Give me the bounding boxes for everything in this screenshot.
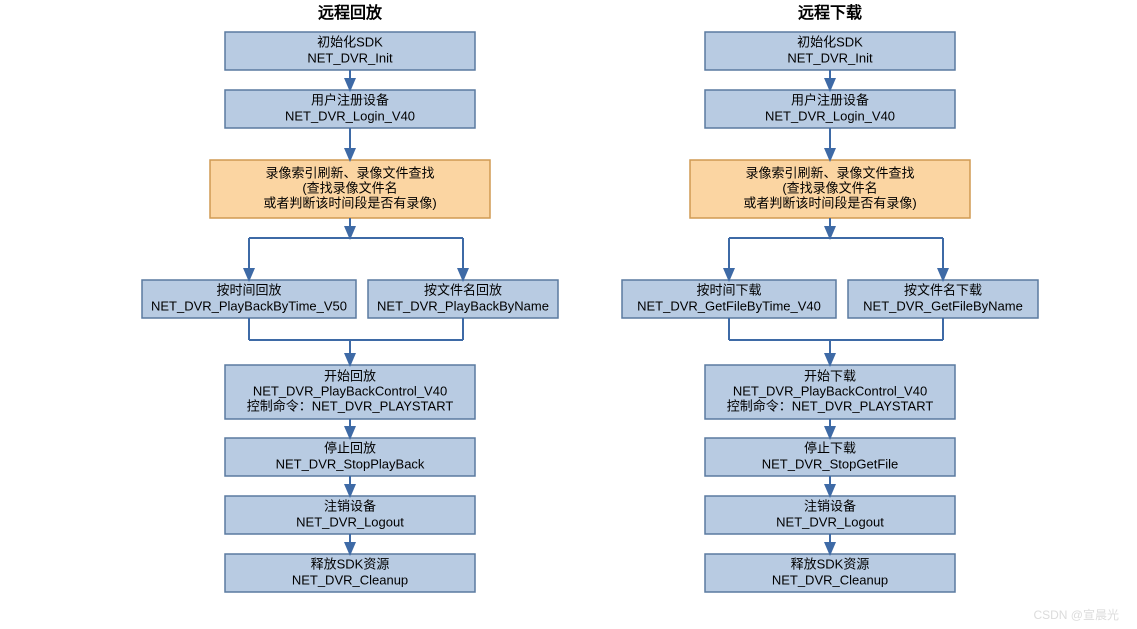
flow-box-text: NET_DVR_Cleanup bbox=[772, 572, 888, 587]
flow-box-text: 按时间下载 bbox=[696, 282, 761, 297]
watermark-text: CSDN @宣晨光 bbox=[1033, 606, 1119, 623]
flow-box-text: 按时间回放 bbox=[216, 282, 281, 297]
flow-box-text: 开始下载 bbox=[804, 368, 856, 383]
flow-box-text: 录像索引刷新、录像文件查找 bbox=[745, 165, 914, 180]
flow-box-text: 初始化SDK bbox=[797, 34, 863, 49]
flow-box-text: 停止下载 bbox=[804, 440, 856, 455]
diagram-container: 远程回放初始化SDKNET_DVR_Init用户注册设备NET_DVR_Logi… bbox=[0, 0, 1137, 629]
flow-box-text: NET_DVR_Logout bbox=[776, 514, 884, 529]
flow-box-text: 开始回放 bbox=[324, 368, 376, 383]
flow-box-text: NET_DVR_Login_V40 bbox=[765, 108, 895, 123]
flow-box-text: (查找录像文件名 bbox=[782, 180, 877, 195]
column-title: 远程回放 bbox=[318, 3, 383, 22]
flow-box-text: NET_DVR_StopPlayBack bbox=[276, 456, 425, 471]
flow-box-text: 注销设备 bbox=[324, 498, 376, 513]
flow-box-text: NET_DVR_Login_V40 bbox=[285, 108, 415, 123]
flow-box-text: 停止回放 bbox=[324, 440, 376, 455]
flow-box-text: NET_DVR_PlayBackControl_V40 bbox=[253, 383, 447, 398]
flow-box-text: 释放SDK资源 bbox=[311, 556, 390, 571]
flow-box-text: NET_DVR_Cleanup bbox=[292, 572, 408, 587]
flow-box-text: 释放SDK资源 bbox=[791, 556, 870, 571]
flow-box-text: 按文件名下载 bbox=[904, 282, 982, 297]
column-title: 远程下载 bbox=[798, 4, 862, 22]
flow-box-text: NET_DVR_GetFileByTime_V40 bbox=[637, 298, 821, 313]
flow-box-text: 用户注册设备 bbox=[311, 92, 389, 107]
flow-box-text: 或者判断该时间段是否有录像) bbox=[743, 195, 916, 210]
flow-box-text: 按文件名回放 bbox=[424, 282, 502, 297]
flow-box-text: 注销设备 bbox=[804, 498, 856, 513]
flow-box-text: NET_DVR_PlayBackByName bbox=[377, 298, 549, 313]
flow-box-text: 用户注册设备 bbox=[791, 92, 869, 107]
flow-box-text: 初始化SDK bbox=[317, 34, 383, 49]
flow-box-text: NET_DVR_Init bbox=[787, 50, 873, 65]
flowchart-svg: 远程回放初始化SDKNET_DVR_Init用户注册设备NET_DVR_Logi… bbox=[0, 0, 1137, 629]
flow-box-text: NET_DVR_Init bbox=[307, 50, 393, 65]
flow-box-text: NET_DVR_PlayBackByTime_V50 bbox=[151, 298, 347, 313]
flow-box-text: 控制命令：NET_DVR_PLAYSTART bbox=[727, 398, 934, 413]
flow-box-text: NET_DVR_PlayBackControl_V40 bbox=[733, 383, 927, 398]
flow-box-text: (查找录像文件名 bbox=[302, 180, 397, 195]
flow-box-text: 控制命令：NET_DVR_PLAYSTART bbox=[247, 398, 454, 413]
flow-box-text: 录像索引刷新、录像文件查找 bbox=[265, 165, 434, 180]
flow-box-text: NET_DVR_Logout bbox=[296, 514, 404, 529]
flow-box-text: NET_DVR_GetFileByName bbox=[863, 298, 1023, 313]
flow-box-text: NET_DVR_StopGetFile bbox=[762, 456, 899, 471]
flow-box-text: 或者判断该时间段是否有录像) bbox=[263, 195, 436, 210]
